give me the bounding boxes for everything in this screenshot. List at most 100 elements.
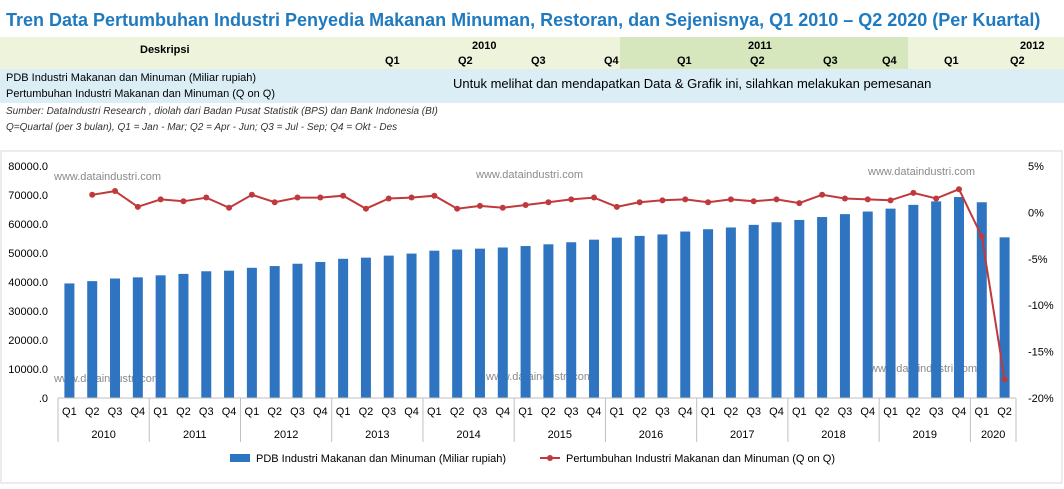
x-tick-label: Q2 [724,406,739,418]
x-year-label: 2011 [183,429,207,441]
x-tick-label: Q3 [746,406,761,418]
year-header-2010: 2010 [472,40,497,52]
growth-point [226,204,233,211]
growth-point [454,205,461,212]
x-tick-label: Q1 [974,406,989,418]
growth-point [89,191,96,198]
bar [132,277,143,398]
x-year-label: 2020 [981,429,1005,441]
bar [360,257,371,398]
x-tick-label: Q2 [815,406,830,418]
growth-point [636,199,643,206]
growth-point [819,191,826,198]
x-tick-label: Q3 [108,406,123,418]
bar [474,248,485,398]
x-tick-label: Q3 [564,406,579,418]
bar [794,219,805,398]
growth-point [248,191,255,198]
legend-bar-swatch [230,454,250,462]
y-left-tick-label: 10000.0 [8,364,48,376]
growth-point [499,204,506,211]
growth-point [180,198,187,205]
bar [611,237,622,398]
bar [224,270,235,398]
watermark-text: www.dataindustri.com [53,171,161,183]
growth-point [613,203,620,210]
x-tick-label: Q2 [997,406,1012,418]
bar [589,239,600,398]
bar [383,255,394,398]
bar [657,234,668,398]
growth-point [978,233,985,240]
quarter-header: Q2 [1010,55,1025,67]
growth-point [955,186,962,193]
growth-point [864,196,871,203]
bar [155,275,166,398]
table-rows-bg [0,69,1064,103]
year-header-2012: 2012 [1020,40,1045,52]
bar [64,283,75,398]
x-tick-label: Q4 [678,406,693,418]
growth-point [340,192,347,199]
y-right-tick-label: 0% [1028,207,1044,219]
quarter-header: Q3 [531,55,546,67]
desc-header: Deskripsi [140,44,190,56]
quarter-note: Q=Quartal (per 3 bulan), Q1 = Jan - Mar;… [6,122,398,133]
x-tick-label: Q4 [769,406,784,418]
x-tick-label: Q2 [176,406,191,418]
bar [87,281,98,398]
y-left-tick-label: 80000.0 [8,161,48,173]
x-tick-label: Q1 [153,406,168,418]
x-year-label: 2010 [91,429,115,441]
quarter-header: Q2 [750,55,765,67]
x-tick-label: Q2 [85,406,100,418]
x-tick-label: Q2 [267,406,282,418]
growth-point [362,205,369,212]
watermark-text: www.dataindustri.com [485,371,593,383]
bar [201,271,212,398]
x-year-label: 2012 [274,429,298,441]
y-left-tick-label: 60000.0 [8,219,48,231]
order-notice: Untuk melihat dan mendapatkan Data & Gra… [453,76,932,91]
x-tick-label: Q2 [450,406,465,418]
x-year-label: 2017 [730,429,754,441]
x-tick-label: Q1 [427,406,442,418]
growth-point [796,200,803,207]
y-right-tick-label: -15% [1028,347,1054,359]
x-tick-label: Q1 [62,406,77,418]
bar [748,224,759,398]
quarter-header: Q4 [604,55,619,67]
x-tick-label: Q4 [860,406,875,418]
bar [315,261,326,398]
chart: 80000.0 70000.0 60000.0 50000.0 40000.0 30000… [0,150,1064,484]
x-tick-label: Q4 [952,406,967,418]
bar [931,201,942,398]
page-title: Tren Data Pertumbuhan Industri Penyedia … [6,10,1041,30]
growth-point [773,196,780,203]
quarter-header: Q4 [882,55,897,67]
x-tick-label: Q3 [199,406,214,418]
legend-line-label: Pertumbuhan Industri Makanan dan Minuman… [566,453,835,465]
bar [634,235,645,398]
growth-point [705,199,712,206]
x-tick-label: Q4 [495,406,510,418]
x-tick-label: Q4 [587,406,602,418]
growth-point [659,197,666,204]
x-tick-label: Q1 [245,406,260,418]
growth-point [933,195,940,202]
x-year-label: 2015 [548,429,572,441]
watermark-text: www.dataindustri.com [867,166,975,178]
y-left-tick-label: 30000.0 [8,306,48,318]
x-tick-label: Q3 [929,406,944,418]
x-tick-label: Q2 [632,406,647,418]
x-year-label: 2018 [821,429,845,441]
watermark-text: www.dataindustri.com [869,363,977,375]
quarter-header: Q1 [944,55,959,67]
bar [839,214,850,398]
bar [452,249,463,398]
x-tick-label: Q3 [473,406,488,418]
bar [269,266,280,398]
growth-point [271,199,278,206]
growth-point [841,195,848,202]
growth-point [203,194,210,201]
